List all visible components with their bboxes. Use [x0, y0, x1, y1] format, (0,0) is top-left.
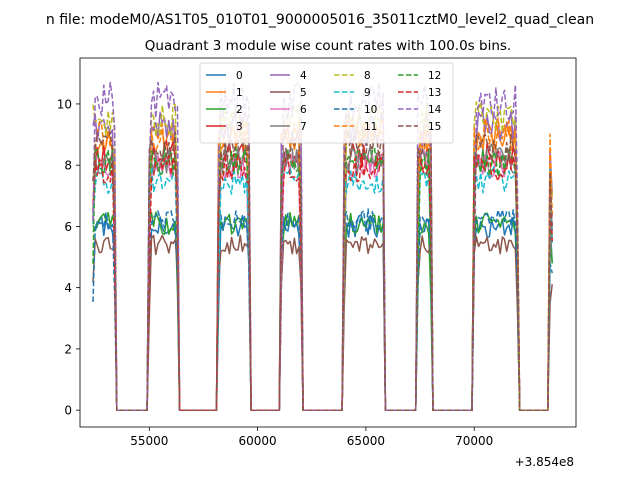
x-axis-offset-label: +3.854e8: [515, 455, 574, 469]
legend-label-module-3: 3: [236, 121, 243, 133]
series-line-module-10: [92, 208, 553, 411]
y-tick-label: 4: [64, 281, 72, 295]
plot-frame: [79, 57, 577, 428]
legend-label-module-2: 2: [236, 104, 243, 116]
y-tick-label: 6: [64, 220, 72, 234]
y-tick-label: 10: [57, 97, 72, 111]
legend-box: [199, 62, 454, 144]
series-layer: [92, 81, 553, 411]
legend-label-module-9: 9: [364, 87, 371, 99]
legend-label-module-4: 4: [300, 70, 307, 82]
legend-label-module-13: 13: [428, 87, 441, 99]
legend-label-module-15: 15: [428, 121, 441, 133]
legend-label-module-1: 1: [236, 87, 243, 99]
x-tick-label: 60000: [239, 434, 277, 448]
chart-title: Quadrant 3 module wise count rates with …: [145, 38, 511, 54]
x-tick-label: 65000: [347, 434, 385, 448]
legend-label-module-12: 12: [428, 70, 441, 82]
y-tick-label: 2: [64, 342, 72, 356]
legend-label-module-10: 10: [364, 104, 377, 116]
y-axis-ticks: 0 2 4 6 8 10: [57, 97, 80, 418]
series-line-module-15: [92, 130, 553, 411]
legend-label-module-7: 7: [300, 121, 307, 133]
legend-label-module-5: 5: [300, 87, 307, 99]
figure-suptitle: n file: modeM0/AS1T05_010T01_9000005016_…: [46, 12, 594, 28]
legend-label-module-8: 8: [364, 70, 371, 82]
y-tick-label: 8: [64, 159, 72, 173]
x-tick-label: 70000: [455, 434, 493, 448]
legend-label-module-14: 14: [428, 104, 442, 116]
y-tick-label: 0: [64, 404, 72, 418]
legend-label-module-11: 11: [364, 121, 377, 133]
legend-label-module-0: 0: [236, 70, 243, 82]
x-axis-ticks: 55000 60000 65000 70000: [130, 427, 493, 448]
x-tick-label: 55000: [130, 434, 168, 448]
legend-label-module-6: 6: [300, 104, 307, 116]
